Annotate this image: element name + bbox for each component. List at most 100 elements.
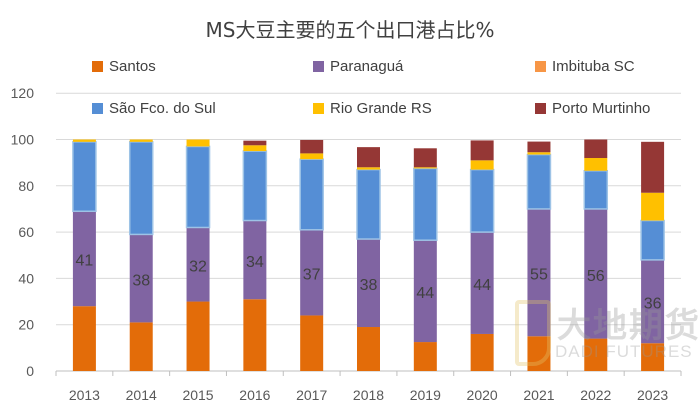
x-tick-label: 2023	[637, 387, 668, 403]
bar-segment-s-o-fco-do-sul	[242, 150, 268, 222]
data-label: 56	[587, 268, 605, 285]
y-tick-label: 40	[18, 270, 34, 286]
bar-segment-rio-grande-rs	[72, 139, 96, 142]
bar-segment-s-o-fco-do-sul	[128, 141, 154, 236]
x-tick-label: 2022	[580, 387, 611, 403]
x-tick-label: 2019	[410, 387, 441, 403]
bar-segment-rio-grande-rs	[413, 167, 437, 169]
bar-segment-paranagu-	[300, 229, 324, 316]
bar-segment-s-o-fco-do-sul	[185, 145, 211, 229]
y-tick-label: 80	[18, 178, 34, 194]
x-tick-label: 2021	[523, 387, 554, 403]
bar-segment-rio-grande-rs	[527, 152, 551, 155]
bar-segment-paranagu-	[72, 211, 96, 307]
data-label: 41	[76, 253, 94, 270]
bar-segment-s-o-fco-do-sul	[299, 158, 324, 231]
legend-swatch	[92, 103, 103, 114]
bar-segment-santos	[413, 342, 437, 371]
bar-segment-s-o-fco-do-sul	[72, 141, 97, 213]
data-label: 55	[530, 267, 548, 284]
data-label: 44	[473, 277, 491, 294]
data-label: 37	[303, 267, 321, 284]
bar-segment-paranagu-	[129, 234, 153, 323]
bar-segment-s-o-fco-do-sul	[356, 168, 381, 240]
bar-segment-porto-murtinho	[413, 148, 437, 168]
bar-segment-rio-grande-rs	[584, 158, 608, 171]
legend-label: Porto Murtinho	[552, 100, 651, 117]
x-tick-label: 2017	[296, 387, 327, 403]
x-tick-label: 2016	[239, 387, 270, 403]
x-tick-label: 2020	[467, 387, 498, 403]
bar-segment-paranagu-	[243, 220, 267, 300]
x-tick-label: 2015	[182, 387, 213, 403]
bar-segment-santos	[243, 299, 267, 371]
data-label: 36	[644, 296, 662, 313]
bar-segment-porto-murtinho	[470, 140, 494, 161]
bar-segment-porto-murtinho	[641, 141, 665, 193]
bar-segment-rio-grande-rs	[470, 160, 494, 170]
legend-label: São Fco. do Sul	[109, 100, 216, 117]
legend-item: Porto Murtinho	[535, 100, 650, 117]
bar-segment-rio-grande-rs	[243, 145, 267, 152]
y-tick-label: 120	[11, 85, 35, 101]
bar-segment-santos	[357, 327, 380, 371]
bar-segment-porto-murtinho	[584, 139, 608, 159]
bar-segment-s-o-fco-do-sul	[640, 219, 665, 261]
legend-swatch	[313, 61, 324, 72]
legend-item: Santos	[92, 58, 156, 75]
legend-item: Imbituba SC	[535, 58, 635, 75]
data-label: 38	[360, 277, 378, 294]
legend-item: Rio Grande RS	[313, 100, 432, 117]
bar-segment-porto-murtinho	[527, 141, 551, 153]
legend-swatch	[92, 61, 103, 72]
bar-segment-paranagu-	[186, 227, 210, 302]
bar-segment-s-o-fco-do-sul	[413, 167, 438, 241]
x-tick-label: 2014	[126, 387, 157, 403]
bar-segment-porto-murtinho	[243, 140, 267, 146]
legend-label: Imbituba SC	[552, 58, 635, 75]
bar-segment-rio-grande-rs	[641, 192, 665, 221]
bar-segment-santos	[72, 306, 96, 371]
legend-swatch	[535, 61, 546, 72]
bar-segment-santos	[300, 315, 324, 371]
y-tick-label: 0	[26, 363, 34, 379]
data-label: 32	[189, 259, 207, 276]
bar-segment-santos	[129, 322, 153, 371]
data-label: 34	[246, 254, 264, 271]
legend-swatch	[313, 103, 324, 114]
legend-item: São Fco. do Sul	[92, 100, 216, 117]
bar-segment-paranagu-	[413, 240, 437, 343]
bar-segment-rio-grande-rs	[186, 139, 210, 147]
y-tick-label: 100	[11, 132, 35, 148]
bar-segment-s-o-fco-do-sul	[583, 170, 609, 210]
bar-segment-santos	[470, 333, 494, 371]
x-tick-label: 2013	[69, 387, 100, 403]
bar-segment-paranagu-	[584, 208, 608, 339]
bar-segment-s-o-fco-do-sul	[469, 168, 495, 233]
bar-segment-paranagu-	[470, 232, 494, 334]
y-tick-label: 60	[18, 224, 34, 240]
legend-item: Paranaguá	[313, 58, 403, 75]
bar-segment-porto-murtinho	[300, 139, 324, 154]
data-label: 38	[132, 272, 150, 289]
legend-label: Paranaguá	[330, 58, 404, 75]
legend-swatch	[535, 103, 546, 114]
bar-segment-paranagu-	[527, 208, 551, 337]
bar-segment-s-o-fco-do-sul	[526, 153, 552, 210]
bar-segment-rio-grande-rs	[300, 153, 324, 160]
bar-segment-rio-grande-rs	[129, 139, 153, 142]
bar-segment-santos	[584, 338, 608, 371]
bar-segment-santos	[527, 336, 551, 371]
bar-segment-santos	[641, 343, 665, 371]
bar-segment-porto-murtinho	[357, 147, 380, 168]
bar-segment-rio-grande-rs	[357, 167, 380, 170]
bar-segment-santos	[186, 301, 210, 371]
legend-label: Santos	[109, 58, 156, 75]
chart-title: MS大豆主要的五个出口港占比%	[205, 18, 495, 42]
legend-label: Rio Grande RS	[330, 100, 432, 117]
x-tick-label: 2018	[353, 387, 384, 403]
y-tick-label: 20	[18, 317, 34, 333]
bar-segment-paranagu-	[641, 259, 665, 344]
